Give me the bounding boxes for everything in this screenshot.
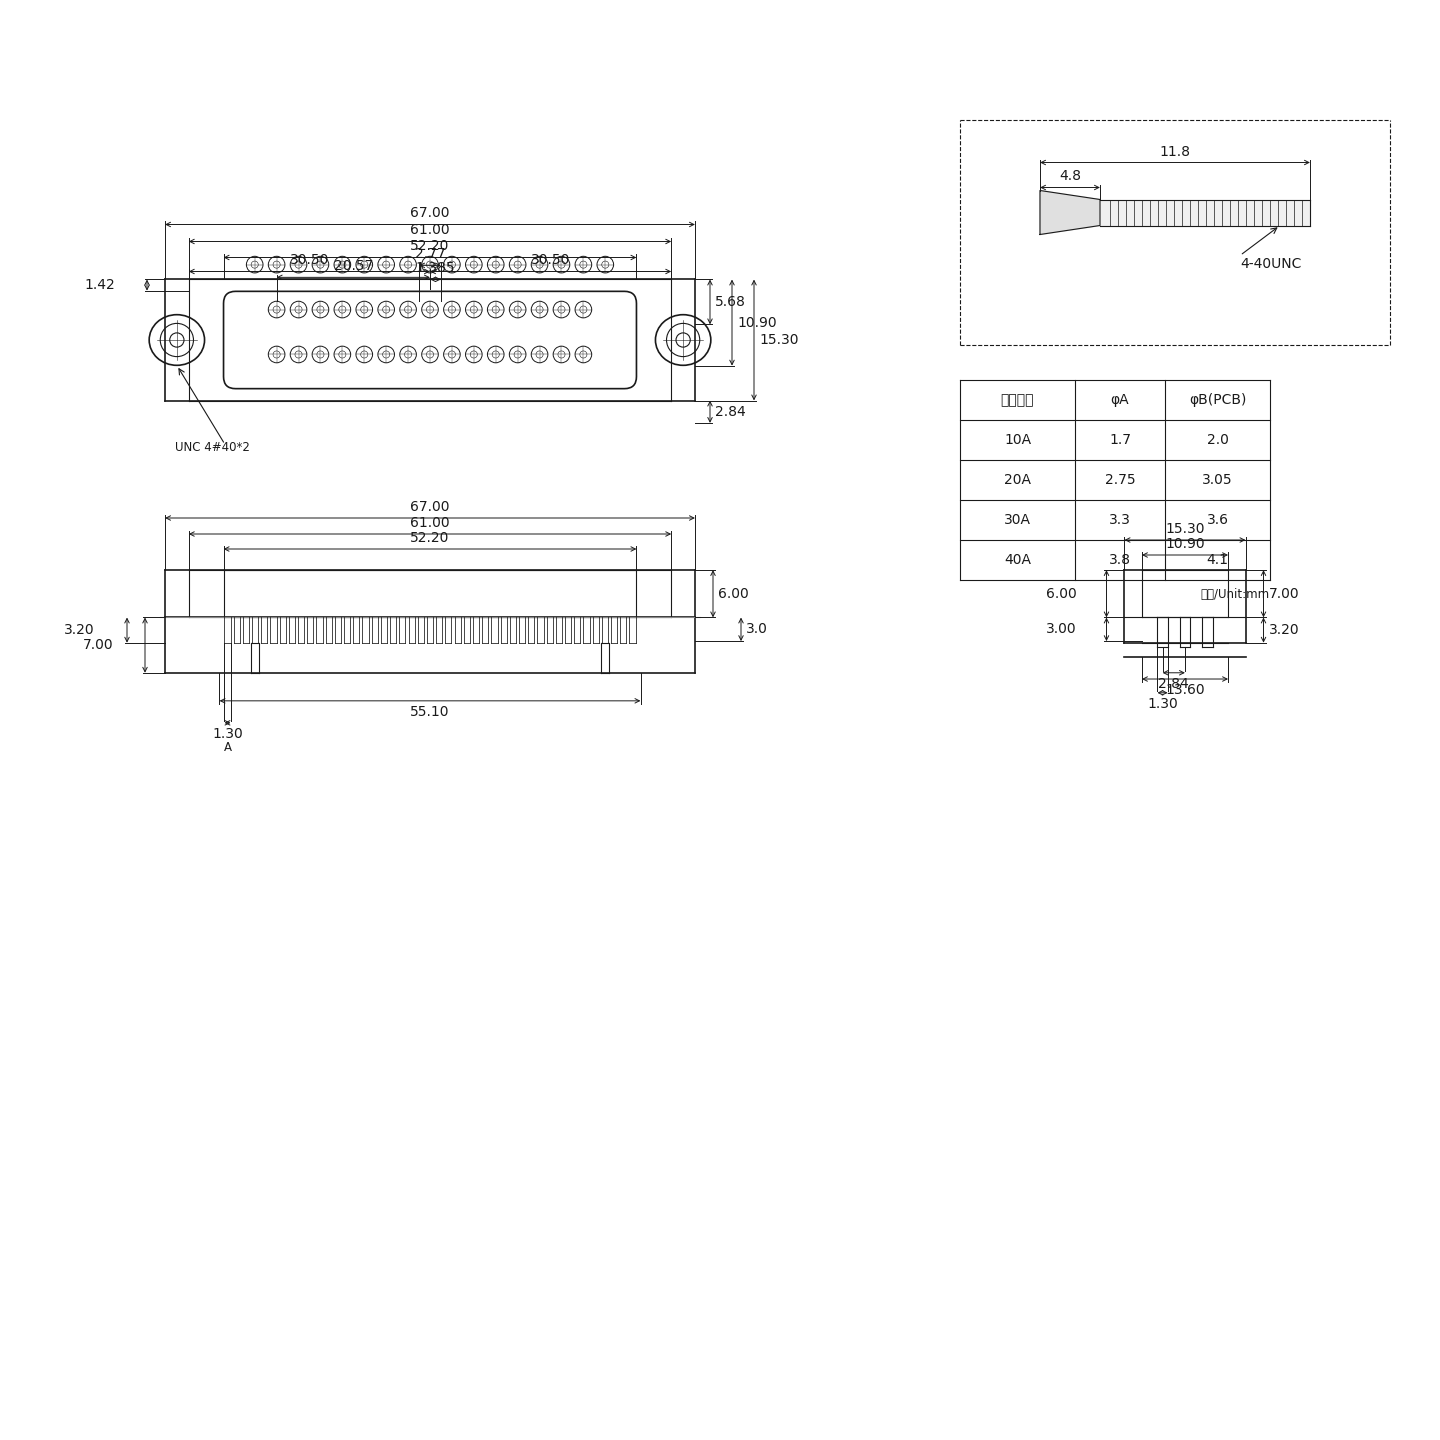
Text: 40A: 40A xyxy=(1004,553,1031,567)
Text: 6.00: 6.00 xyxy=(1045,586,1077,600)
Text: 15.30: 15.30 xyxy=(759,333,799,347)
Text: 2.84: 2.84 xyxy=(1158,677,1189,691)
Text: 2.75: 2.75 xyxy=(1104,472,1135,487)
Text: 3.3: 3.3 xyxy=(1109,513,1130,527)
Text: 7.00: 7.00 xyxy=(82,638,112,652)
Text: 2.84: 2.84 xyxy=(716,405,746,419)
Text: 1.385: 1.385 xyxy=(416,261,455,275)
Text: φA: φA xyxy=(1110,393,1129,408)
Text: 52.20: 52.20 xyxy=(410,531,449,544)
Text: 20A: 20A xyxy=(1004,472,1031,487)
Text: 61.00: 61.00 xyxy=(410,223,449,238)
Text: 15.30: 15.30 xyxy=(1165,521,1205,536)
Text: 3.0: 3.0 xyxy=(746,622,768,636)
Text: 3.6: 3.6 xyxy=(1207,513,1228,527)
Text: 1.30: 1.30 xyxy=(212,727,243,740)
Text: 3.05: 3.05 xyxy=(1202,472,1233,487)
Text: 30.50: 30.50 xyxy=(531,253,570,268)
Polygon shape xyxy=(1040,190,1100,235)
Text: 3.20: 3.20 xyxy=(1269,624,1299,636)
Text: 10.90: 10.90 xyxy=(737,315,776,330)
Text: UNC 4#40*2: UNC 4#40*2 xyxy=(176,441,251,454)
Text: 55.10: 55.10 xyxy=(410,704,449,719)
Text: 1.7: 1.7 xyxy=(1109,433,1130,446)
Text: 2.77: 2.77 xyxy=(415,248,445,261)
Text: 额定电流: 额定电流 xyxy=(1001,393,1034,408)
Text: A: A xyxy=(223,740,232,753)
Text: 30A: 30A xyxy=(1004,513,1031,527)
Text: 4-40UNC: 4-40UNC xyxy=(1240,258,1302,272)
Text: 3.8: 3.8 xyxy=(1109,553,1130,567)
Text: 3.00: 3.00 xyxy=(1045,622,1077,636)
Text: 10.90: 10.90 xyxy=(1165,537,1205,552)
Text: 13.60: 13.60 xyxy=(1165,683,1205,697)
Text: 11.8: 11.8 xyxy=(1159,144,1191,158)
Text: 52.20: 52.20 xyxy=(410,239,449,253)
Text: 1.30: 1.30 xyxy=(1148,697,1178,711)
Text: 5.68: 5.68 xyxy=(716,295,746,310)
Text: 7.00: 7.00 xyxy=(1269,586,1299,600)
Text: 61.00: 61.00 xyxy=(410,516,449,530)
Text: 4.1: 4.1 xyxy=(1207,553,1228,567)
Text: 4.8: 4.8 xyxy=(1058,170,1081,183)
Polygon shape xyxy=(1100,200,1310,226)
Text: 3.20: 3.20 xyxy=(65,624,95,636)
Text: 67.00: 67.00 xyxy=(410,206,449,220)
Text: 30.50: 30.50 xyxy=(289,253,330,268)
Text: 67.00: 67.00 xyxy=(410,500,449,514)
Text: 单位/Unit:mm: 单位/Unit:mm xyxy=(1201,588,1270,600)
Text: φB(PCB): φB(PCB) xyxy=(1189,393,1246,408)
Text: 2.0: 2.0 xyxy=(1207,433,1228,446)
Text: 6.00: 6.00 xyxy=(719,586,749,600)
Text: 10A: 10A xyxy=(1004,433,1031,446)
Text: 20.57: 20.57 xyxy=(334,259,373,274)
Text: 1.42: 1.42 xyxy=(85,278,115,292)
